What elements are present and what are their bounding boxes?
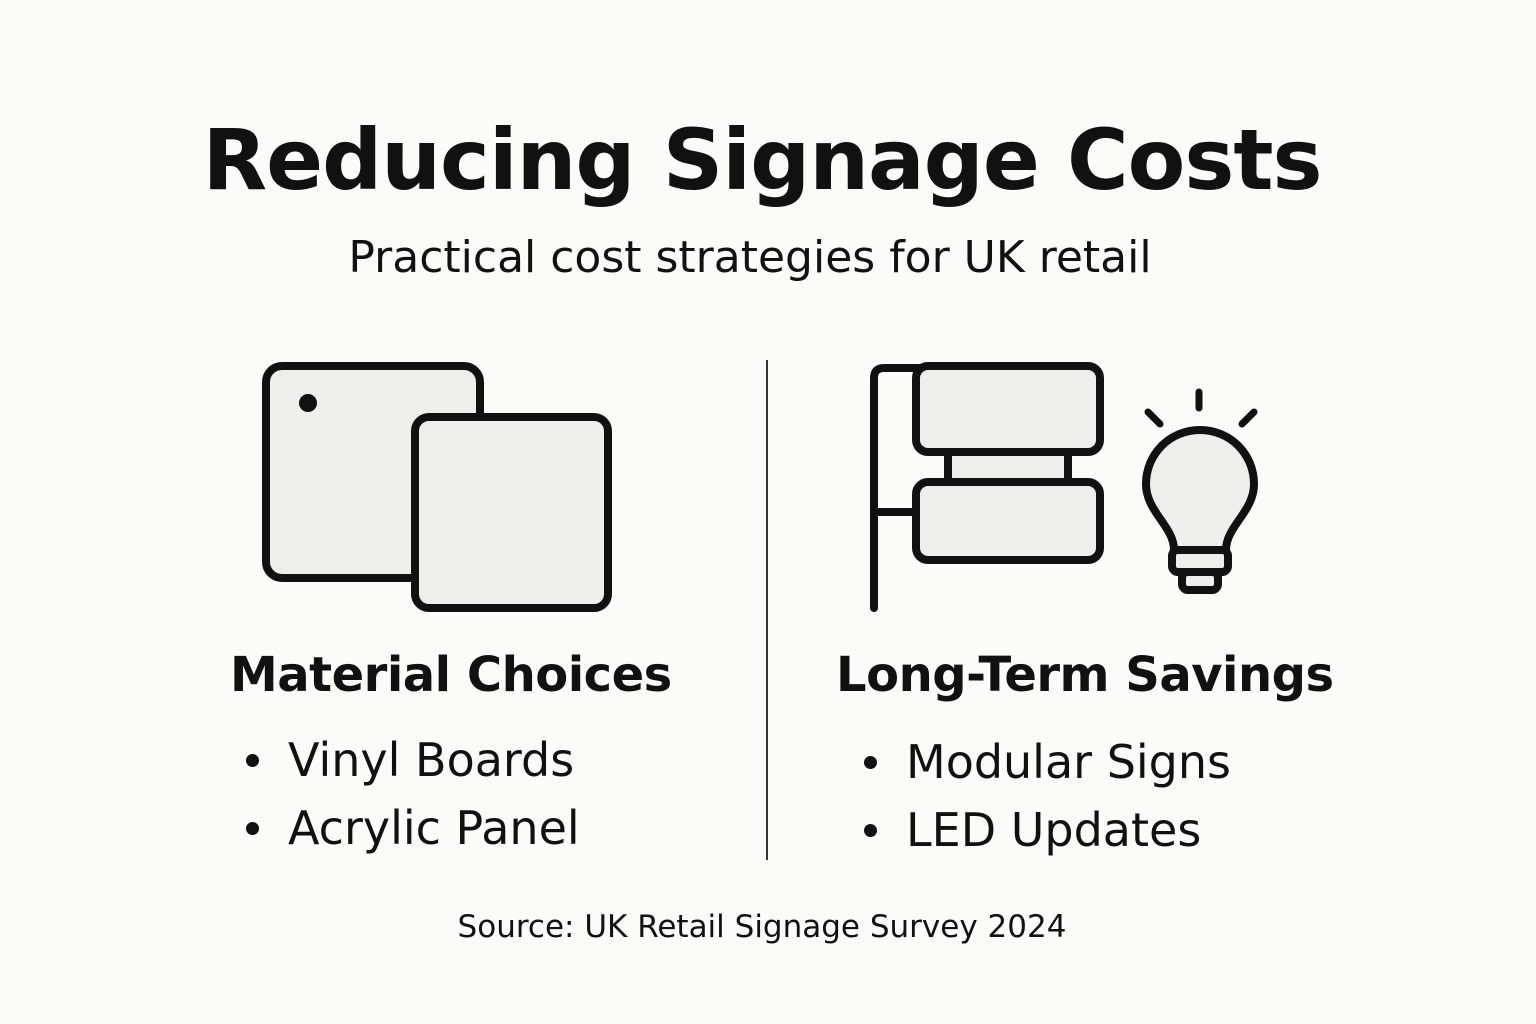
light-bulb-icon [1142, 388, 1258, 594]
long-term-savings-list: Modular Signs LED Updates [858, 728, 1231, 864]
overlapping-panels-icon [262, 362, 612, 612]
list-item: Modular Signs [858, 728, 1231, 796]
long-term-savings-heading: Long-Term Savings [836, 647, 1334, 703]
list-item: Acrylic Panel [240, 794, 580, 862]
column-divider [766, 360, 768, 860]
material-choices-heading: Material Choices [230, 647, 672, 703]
list-item: LED Updates [858, 796, 1231, 864]
source-note: Source: UK Retail Signage Survey 2024 [457, 909, 1067, 945]
list-item: Vinyl Boards [240, 726, 580, 794]
material-choices-list: Vinyl Boards Acrylic Panel [240, 726, 580, 862]
page-title: Reducing Signage Costs [202, 111, 1322, 209]
page-subtitle: Practical cost strategies for UK retail [348, 232, 1152, 283]
modular-sign-icon [870, 362, 1104, 612]
